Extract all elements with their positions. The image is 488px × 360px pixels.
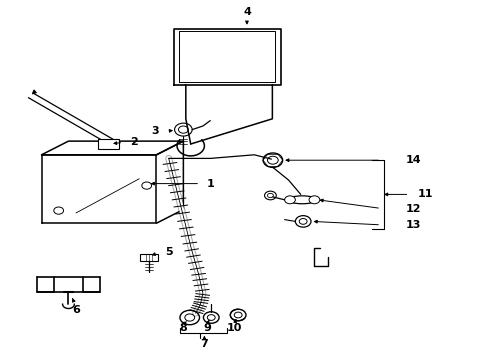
Text: 14: 14 [405, 155, 421, 165]
Bar [98, 139, 119, 149]
Text: 11: 11 [417, 189, 433, 199]
Text: 12: 12 [405, 204, 421, 214]
Text: 1: 1 [206, 179, 214, 189]
Circle shape [284, 196, 295, 204]
Text: 2: 2 [130, 137, 138, 147]
Text: 7: 7 [200, 339, 208, 349]
Text: 4: 4 [243, 6, 250, 17]
Text: 5: 5 [164, 247, 172, 257]
Ellipse shape [287, 196, 316, 204]
Circle shape [308, 196, 319, 204]
Text: 6: 6 [72, 305, 80, 315]
Text: 3: 3 [151, 126, 159, 136]
Text: 10: 10 [226, 323, 242, 333]
Text: 13: 13 [405, 220, 420, 230]
Bar [140, 254, 158, 261]
Text: 9: 9 [203, 323, 211, 333]
Text: 8: 8 [179, 323, 186, 333]
